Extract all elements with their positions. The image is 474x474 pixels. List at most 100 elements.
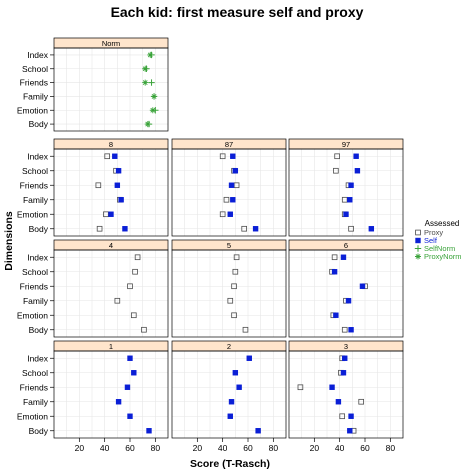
selfnorm-point-body (145, 120, 153, 128)
self-point-body (348, 327, 354, 333)
y-tick-label: Body (29, 325, 49, 335)
self-point-index (340, 254, 347, 260)
y-tick-label: Friends (20, 382, 48, 392)
y-tick-label: Friends (20, 281, 48, 291)
panel-points (219, 153, 259, 232)
x-tick-label: 40 (218, 443, 228, 453)
y-axis-label: Dimensions (3, 211, 15, 271)
panel-points (227, 254, 249, 333)
panel-87: 87 (171, 138, 287, 237)
self-point-body (255, 428, 261, 434)
self-point-emotion (227, 413, 233, 419)
proxy-point-family (227, 297, 234, 304)
panel-5: 5 (171, 239, 287, 338)
x-tick-label: 20 (193, 443, 203, 453)
proxy-point-friends (127, 283, 133, 290)
y-tick-label: Friends (20, 78, 48, 88)
panel-6: 6 (288, 239, 404, 338)
self-point-emotion (227, 211, 233, 217)
panel-gridlines (54, 250, 168, 337)
proxy-point-body (242, 326, 249, 333)
panel-points (227, 355, 261, 434)
self-point-family (118, 197, 124, 203)
self-point-index (127, 355, 133, 361)
y-tick-label: School (22, 166, 48, 176)
proxy-point-body (348, 225, 354, 232)
proxy-point-index (334, 153, 340, 160)
x-tick-label: 20 (310, 443, 320, 453)
self-point-school (232, 370, 239, 376)
proxy-point-friends (95, 182, 102, 189)
y-tick-label: Index (27, 151, 49, 161)
proxy-point-friends (297, 384, 304, 391)
strip-label: 8 (109, 140, 113, 149)
self-point-school (354, 168, 361, 174)
panel-norm: Norm Index School Friends Family Emotion Body (17, 37, 169, 132)
legend-label: Proxy (424, 228, 443, 237)
panel-frame (288, 249, 404, 338)
panel-frame (53, 249, 169, 338)
proxy-point-index (331, 254, 338, 261)
strip-label: 97 (342, 140, 350, 149)
proxy-point-family (358, 398, 364, 405)
y-tick-label: School (22, 267, 48, 277)
x-tick-label: 60 (243, 443, 253, 453)
y-tick-label: Family (23, 91, 49, 101)
self-point-emotion (348, 413, 354, 419)
legend-symbol-self (415, 237, 421, 244)
self-point-school (115, 168, 122, 174)
self-point-friends (236, 384, 242, 390)
self-point-body (122, 226, 128, 232)
self-point-friends (359, 283, 366, 289)
x-tick-label: 80 (386, 443, 396, 453)
self-point-school (340, 370, 347, 376)
x-tick-label: 20 (75, 443, 85, 453)
y-tick-label: Family (23, 195, 49, 205)
self-point-family (347, 197, 353, 203)
y-tick-label: Emotion (17, 209, 48, 219)
self-point-body (252, 226, 259, 232)
self-point-friends (329, 384, 335, 390)
panel-gridlines (172, 351, 286, 438)
self-point-school (131, 370, 137, 376)
legend-entry-proxynorm: ProxyNorm (415, 252, 462, 261)
y-tick-label: School (22, 368, 48, 378)
self-point-family (345, 298, 352, 304)
self-point-friends (124, 384, 131, 390)
panel-points (95, 153, 128, 232)
proxy-point-school (232, 268, 239, 275)
self-point-emotion (333, 312, 339, 318)
proxy-point-family (223, 196, 230, 203)
selfnorm-point-school (143, 65, 150, 72)
legend-label: Self (424, 236, 438, 245)
x-tick-label: 60 (125, 443, 135, 453)
panel-points (329, 254, 368, 333)
proxy-point-index (233, 254, 240, 261)
panel-2: 2 20 40 60 80 (171, 340, 287, 453)
proxy-point-index (219, 153, 226, 160)
panel-background (54, 351, 168, 438)
self-point-body (146, 428, 152, 434)
proxy-point-body (241, 225, 248, 232)
panel-background (172, 351, 286, 438)
panel-background (289, 149, 403, 236)
self-point-family (115, 399, 122, 405)
legend-symbol-selfnorm (414, 245, 422, 252)
legend-label: SelfNorm (424, 244, 455, 253)
legend-entry-selfnorm: SelfNorm (414, 244, 455, 253)
y-tick-label: Family (23, 296, 49, 306)
self-point-body (368, 226, 375, 232)
y-tick-label: Friends (20, 180, 48, 190)
x-tick-label: 40 (335, 443, 345, 453)
self-point-school (331, 269, 338, 275)
self-point-family (335, 399, 342, 405)
panel-background (172, 149, 286, 236)
proxynorm-point-friends (142, 79, 149, 86)
self-point-index (353, 153, 359, 159)
proxy-point-school (333, 167, 339, 174)
self-point-family (230, 197, 236, 203)
proxy-point-school (132, 268, 138, 275)
panel-background (54, 48, 168, 131)
proxy-point-emotion (231, 312, 237, 319)
self-point-emotion (127, 413, 133, 419)
